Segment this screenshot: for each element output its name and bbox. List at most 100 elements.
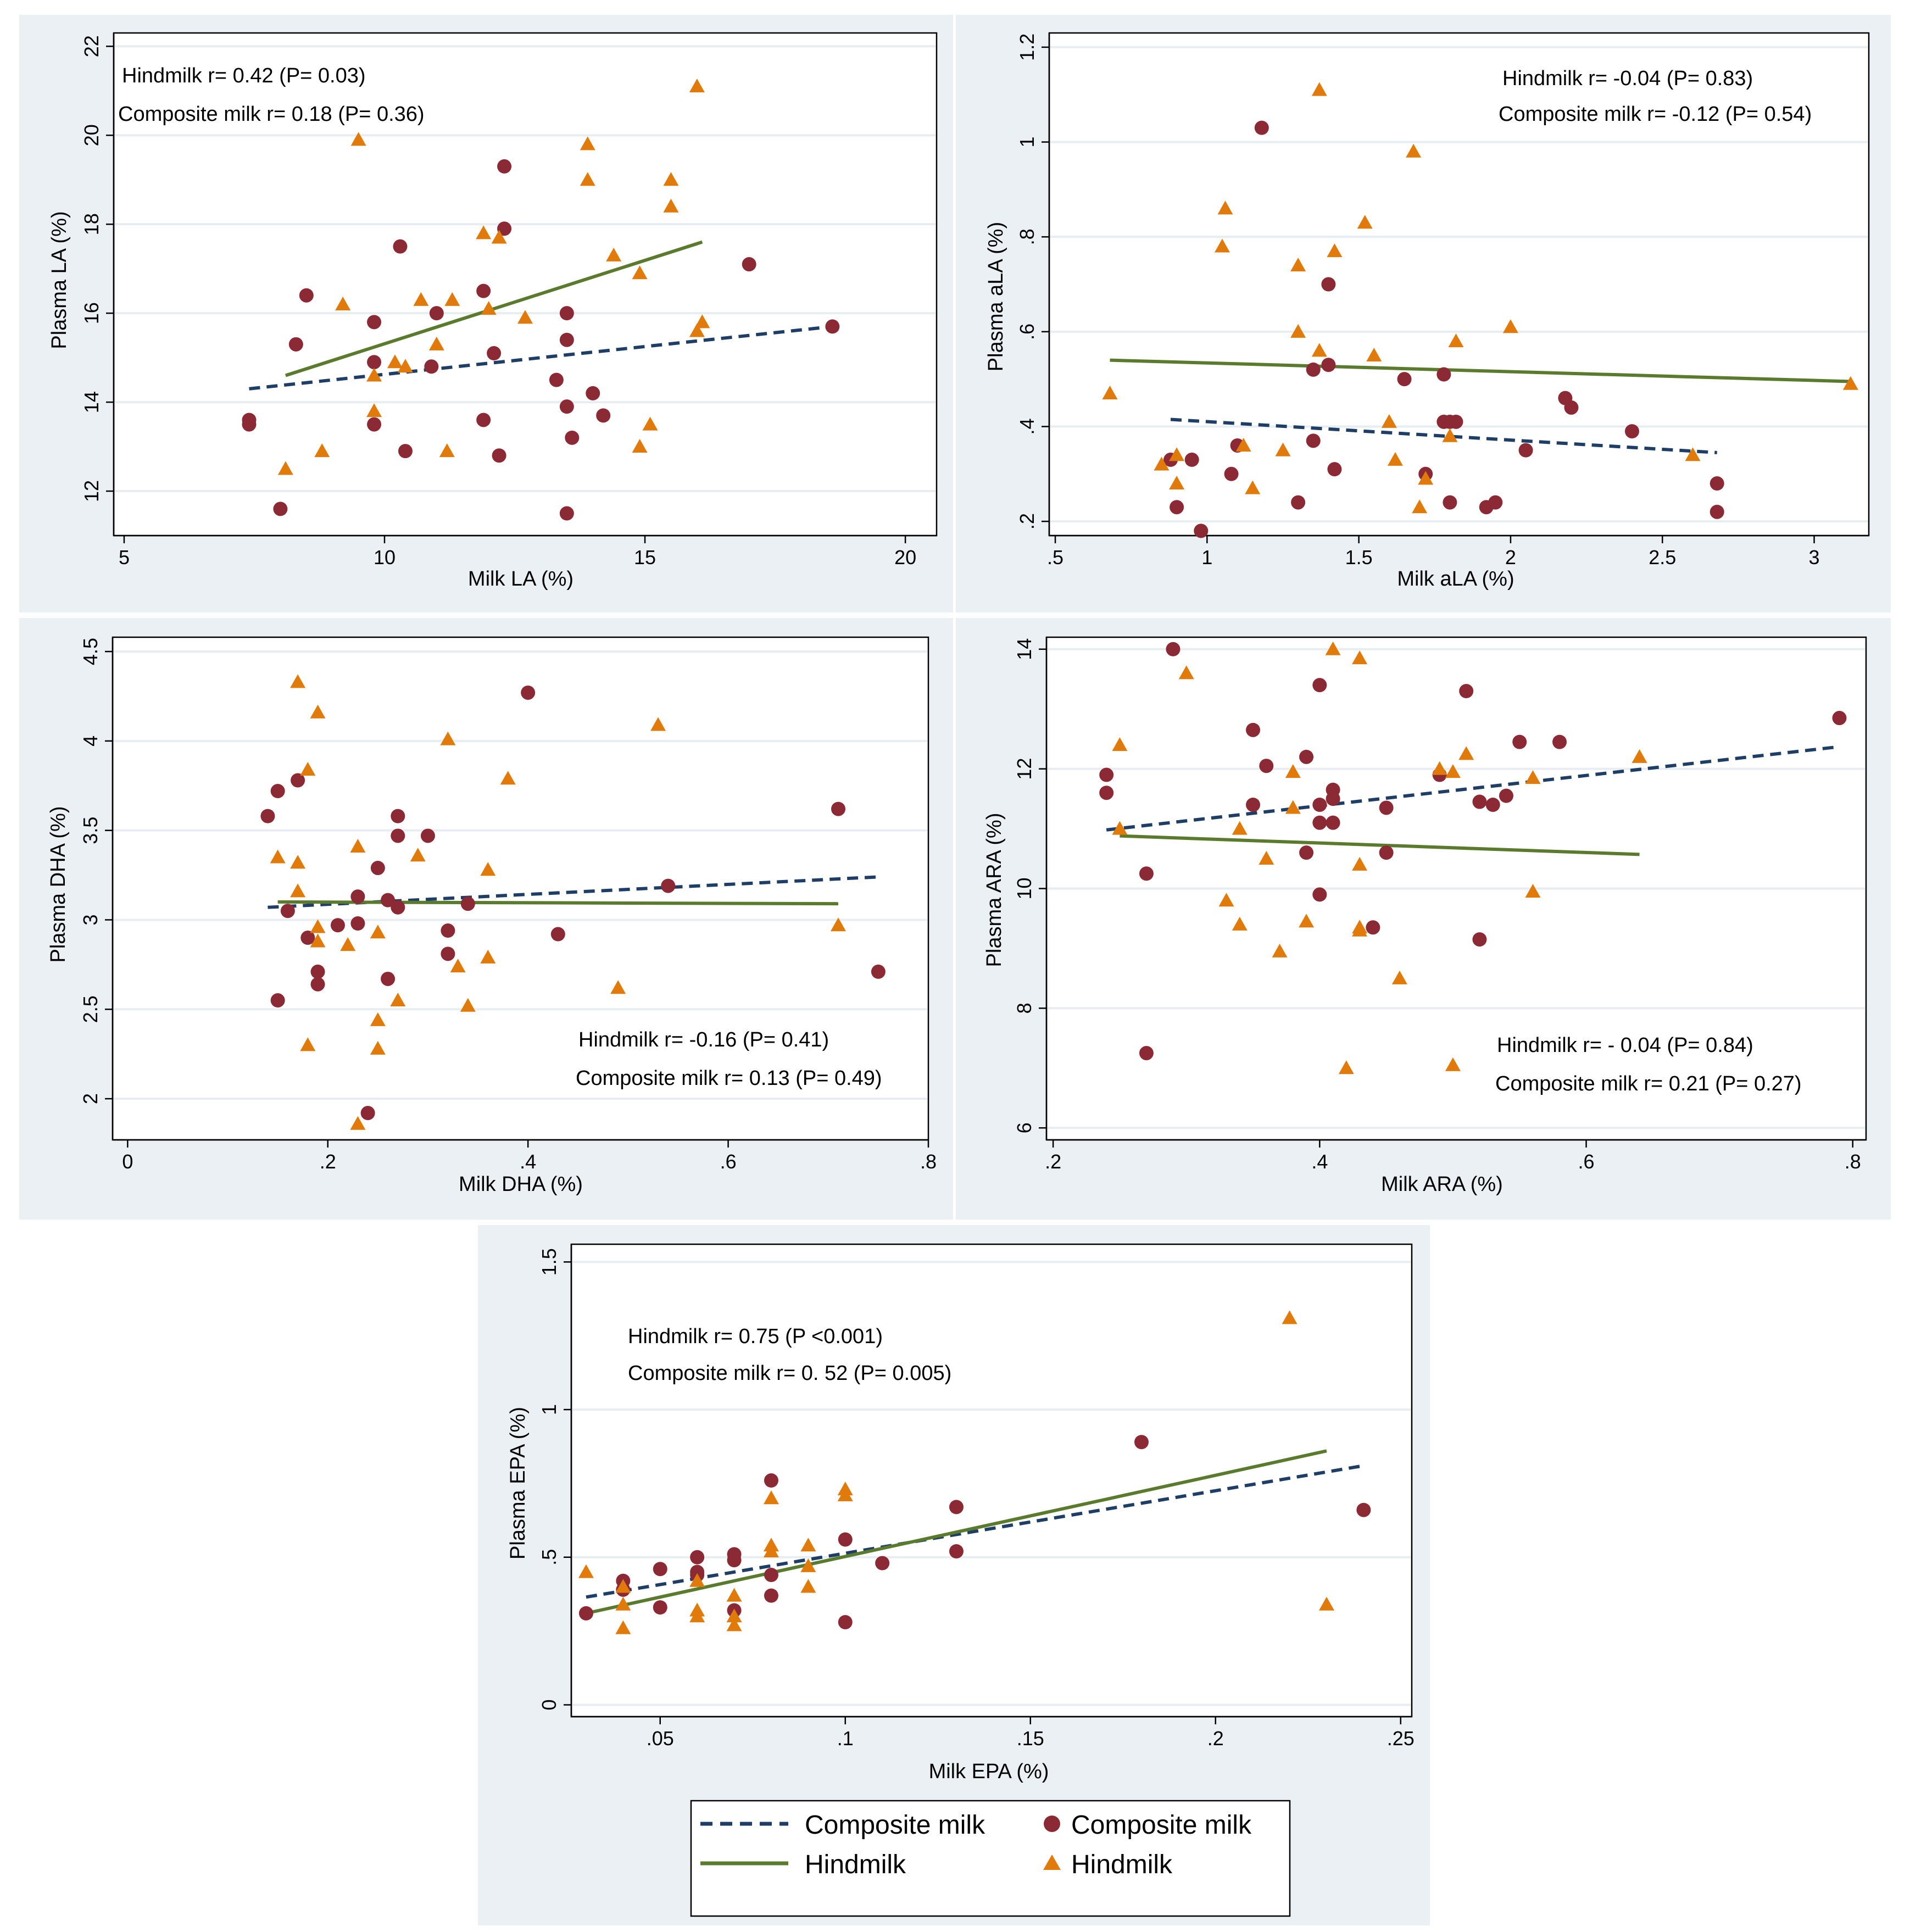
ara-composite-point	[1485, 798, 1500, 812]
panel-ara-chart: .2 .4 .6 .8 6 8 10 12 14 Hindmilk r= - 0.04 (P= …	[956, 618, 1891, 1220]
dha-composite-point	[310, 964, 325, 979]
dha-x-tick-label: .8	[920, 1150, 937, 1173]
la-y-tick-label: 14	[80, 391, 103, 413]
la-composite-point	[393, 239, 408, 254]
ara-hindmilk-point	[1112, 737, 1128, 751]
epa-hindmilk-point	[578, 1564, 594, 1578]
ara-composite-point	[1139, 866, 1154, 881]
epa-hindmilk-point	[800, 1579, 816, 1593]
ara-composite-point	[1366, 920, 1380, 935]
dha-composite-point	[270, 993, 285, 1008]
ara-annotation-hindmilk: Hindmilk r= - 0.04 (P= 0.84)	[1497, 1034, 1753, 1057]
la-composite-point	[299, 288, 314, 303]
dha-hindmilk-point	[290, 674, 306, 688]
ara-composite-point	[1246, 798, 1261, 812]
la-composite-point	[492, 448, 506, 463]
la-hindmilk-point	[428, 336, 444, 350]
la-composite-point	[273, 502, 288, 516]
ala-composite-point	[1306, 433, 1321, 448]
ara-composite-point	[1472, 932, 1487, 947]
ala-hindmilk-fit-line	[1110, 358, 1851, 383]
la-annotation-hindmilk: Hindmilk r= 0.42 (P= 0.03)	[122, 64, 366, 87]
la-hindmilk-point	[314, 443, 330, 458]
la-composite-point	[487, 346, 502, 361]
dha-composite-point	[391, 828, 405, 843]
ara-composite-point	[1299, 749, 1314, 764]
la-composite-point	[398, 444, 413, 459]
dha-composite-point	[310, 977, 325, 992]
la-annotation-composite: Composite milk r= 0.18 (P= 0.36)	[118, 103, 425, 126]
ala-hindmilk-point	[1685, 447, 1701, 461]
la-hindmilk-point	[663, 172, 679, 186]
la-composite-fit-line	[249, 325, 833, 391]
ala-x-tick-label: 1.5	[1345, 546, 1373, 569]
ala-composite-point	[1436, 367, 1451, 382]
la-composite-point	[367, 417, 382, 432]
epa-x-axis-label: Milk EPA (%)	[929, 1760, 1049, 1783]
dha-x-tick-label: .2	[320, 1150, 336, 1173]
dha-composite-point	[330, 918, 345, 933]
ala-x-tick-label: 2	[1505, 546, 1516, 569]
panel-epa-chart: .05 .1 .15 .2 .25 0 .5 1 1.5 Hindmilk r= 0.75 (P…	[478, 1225, 1430, 1925]
ara-hindmilk-point	[1285, 764, 1301, 778]
epa-hindmilk-fit-line	[586, 1449, 1327, 1615]
ala-hindmilk-point	[1290, 324, 1306, 338]
dha-hindmilk-point	[480, 949, 496, 964]
la-composite-point	[367, 355, 382, 370]
ala-composite-point	[1254, 120, 1269, 135]
ala-hindmilk-point	[1102, 386, 1118, 400]
ara-composite-point	[1832, 711, 1847, 726]
la-hindmilk-point	[580, 136, 595, 151]
ara-hindmilk-point	[1259, 851, 1274, 865]
ara-hindmilk-point	[1458, 746, 1474, 760]
epa-composite-point	[653, 1562, 667, 1577]
la-hindmilk-point	[397, 359, 413, 373]
ara-hindmilk-point	[1218, 893, 1234, 907]
epa-composite-point	[1134, 1435, 1149, 1450]
ara-hindmilk-point	[1299, 914, 1315, 928]
epa-composite-point	[727, 1553, 742, 1568]
ara-hindmilk-point	[1391, 970, 1407, 984]
epa-composite-point	[764, 1588, 778, 1603]
dha-hindmilk-point	[460, 998, 476, 1012]
ara-hindmilk-point	[1525, 770, 1541, 784]
dha-hindmilk-point	[290, 855, 306, 869]
panel-ala-chart: .5 1 1.5 2 2.5 3 .2 .4 .6 .8 1 1.2 Hindmilk r= -0.0…	[956, 15, 1891, 613]
ala-composite-point	[1709, 476, 1724, 491]
la-hindmilk-point	[277, 461, 293, 475]
ala-hindmilk-point	[1327, 243, 1343, 258]
la-composite-point	[825, 319, 840, 334]
la-composite-point	[565, 430, 580, 445]
ara-hindmilk-point	[1445, 1057, 1461, 1071]
ara-hindmilk-point	[1272, 943, 1288, 957]
ara-hindmilk-point	[1325, 641, 1341, 655]
ara-composite-point	[1312, 798, 1327, 812]
la-y-tick-label: 12	[80, 480, 103, 502]
dha-composite-point	[521, 685, 536, 700]
ara-hindmilk-point	[1112, 821, 1128, 835]
epa-hindmilk-point	[726, 1608, 742, 1623]
ala-y-axis-label: Plasma aLA (%)	[984, 222, 1007, 371]
dha-y-tick-label: 3	[79, 914, 102, 925]
la-composite-point	[497, 221, 512, 236]
la-hindmilk-point	[689, 323, 705, 337]
la-hindmilk-fit-line	[285, 240, 703, 377]
epa-composite-point	[690, 1550, 705, 1564]
ara-hindmilk-point	[1352, 650, 1368, 665]
ara-y-tick-label: 14	[1013, 638, 1035, 660]
ara-composite-point	[1472, 794, 1487, 809]
ara-composite-point	[1552, 734, 1567, 749]
la-hindmilk-point	[580, 172, 595, 186]
epa-hindmilk-point	[837, 1487, 853, 1501]
la-composite-point	[559, 399, 574, 414]
la-hindmilk-point	[335, 296, 351, 310]
la-composite-point	[288, 337, 303, 352]
dha-hindmilk-point	[480, 862, 496, 876]
dha-composite-point	[871, 964, 886, 979]
la-x-tick-label: 15	[634, 546, 656, 569]
la-hindmilk-point	[481, 301, 497, 315]
dha-composite-point	[460, 897, 475, 911]
epa-y-tick-label: 1	[538, 1404, 560, 1415]
dha-y-tick-label: 2	[79, 1093, 102, 1104]
legend-composite-line-label: Composite milk	[805, 1811, 985, 1840]
